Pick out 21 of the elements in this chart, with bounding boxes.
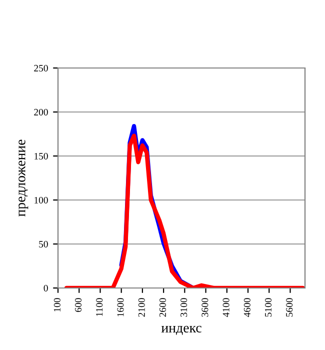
x-tick-label: 2100 [138, 298, 145, 317]
x-tick-label: 4600 [244, 298, 250, 317]
x-tick-label: 3100 [180, 298, 188, 317]
x-tick-label: 5600 [286, 298, 293, 317]
y-tick-label: 250 [34, 64, 48, 72]
y-tick-label: 200 [34, 108, 48, 116]
x-tick-label: 5100 [264, 298, 272, 317]
x-tick-label: 100 [54, 298, 60, 312]
y-tick-label: 0 [44, 284, 48, 292]
line-series [64, 134, 305, 288]
y-tick-label: 150 [34, 152, 48, 160]
x-tick-label: 600 [74, 298, 82, 312]
x-axis-title: индекс [161, 326, 202, 336]
x-tick-label: 3600 [202, 298, 208, 317]
y-tick-label: 100 [34, 196, 48, 204]
y-tick-label: 50 [39, 240, 48, 248]
x-tick-label: 1100 [96, 298, 103, 316]
x-tick-label: 4100 [222, 298, 230, 317]
x-tick-label: 2600 [159, 298, 166, 317]
x-tick-label: 1600 [117, 298, 124, 316]
y-axis-title: предложение [18, 140, 28, 217]
